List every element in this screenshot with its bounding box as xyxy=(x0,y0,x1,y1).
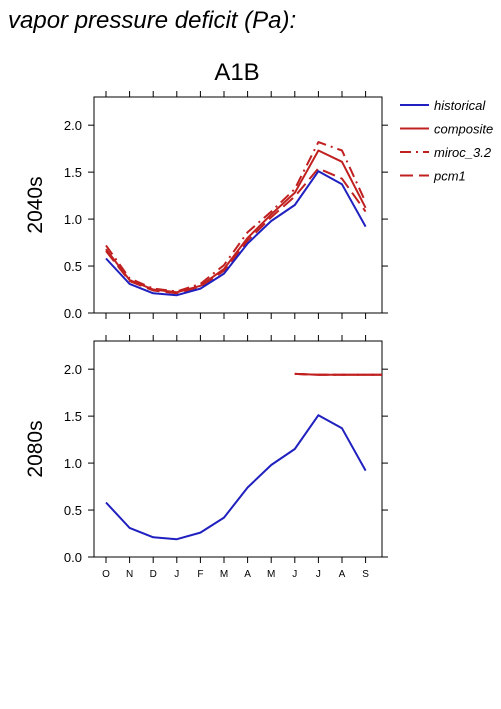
plot-frame xyxy=(93,96,383,314)
legend-label: historical xyxy=(434,98,486,113)
y-tick-label: 1.0 xyxy=(64,212,82,227)
y-tick-label: 0.5 xyxy=(64,503,82,518)
figure-title: vapor pressure deficit (Pa): xyxy=(8,7,296,34)
series-line-miroc-3-2 xyxy=(105,141,367,293)
x-tick-label: J xyxy=(316,569,321,580)
x-tick-label: A xyxy=(339,569,346,580)
x-tick-label: F xyxy=(197,569,203,580)
series-line-historical xyxy=(105,170,367,297)
y-tick-label: 1.5 xyxy=(64,409,82,424)
series-line-pcm1 xyxy=(294,372,382,376)
x-tick-label: M xyxy=(220,569,228,580)
x-tick-label: A xyxy=(244,569,251,580)
plot-frame xyxy=(93,340,383,558)
y-tick-label: 0.0 xyxy=(64,550,82,565)
x-tick-label: D xyxy=(150,569,157,580)
x-tick-label: M xyxy=(267,569,275,580)
panel-2040s: 0.0 0.5 1.0 1.5 2.0 2040s xyxy=(24,91,388,321)
y-tick-label: 1.5 xyxy=(64,165,82,180)
series-line-pcm1 xyxy=(105,167,367,295)
legend-label: pcm1 xyxy=(433,169,466,184)
y-tick-label: 2.0 xyxy=(64,362,82,377)
scenario-title: A1B xyxy=(214,59,259,86)
legend-label: composite xyxy=(434,122,493,137)
y-tick-label: 1.0 xyxy=(64,456,82,471)
legend: historical composite miroc_3.2 pcm1 xyxy=(400,98,493,184)
x-tick-label: O xyxy=(102,569,110,580)
x-tick-label: J xyxy=(292,569,297,580)
x-tick-label: S xyxy=(362,569,369,580)
y-axis-label: 2080s xyxy=(24,420,47,477)
legend-label: miroc_3.2 xyxy=(434,145,492,160)
y-tick-label: 0.5 xyxy=(64,259,82,274)
y-tick-label: 0.0 xyxy=(64,306,82,321)
y-axis-label: 2040s xyxy=(24,176,47,233)
x-tick-label: J xyxy=(174,569,179,580)
series-line-historical xyxy=(105,414,367,541)
panel-2080s: 0.0 0.5 1.0 1.5 2.0 O N D J F M A M J J A S 2080s xyxy=(24,335,388,580)
y-tick-label: 2.0 xyxy=(64,118,82,133)
x-tick-label: N xyxy=(126,569,133,580)
